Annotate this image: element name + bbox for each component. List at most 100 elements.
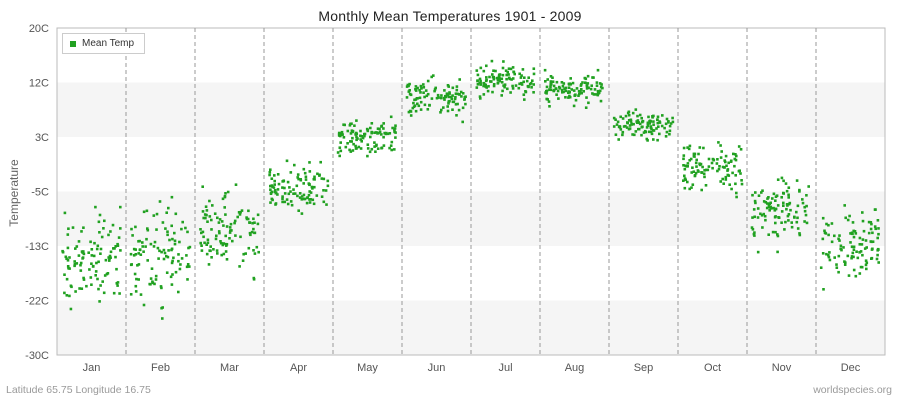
data-point (134, 248, 137, 251)
data-point (497, 75, 501, 78)
data-point (656, 115, 660, 119)
data-point (185, 254, 188, 257)
data-point (591, 76, 594, 79)
data-point (338, 154, 341, 158)
data-point (248, 221, 251, 224)
data-point (442, 96, 446, 100)
data-point (563, 87, 566, 90)
data-point (479, 66, 483, 70)
data-point (132, 254, 136, 257)
data-point (560, 88, 564, 92)
data-point (628, 127, 632, 130)
data-point (206, 241, 210, 245)
data-point (221, 243, 225, 247)
data-point (683, 174, 686, 178)
data-point (498, 79, 502, 83)
data-point (821, 237, 825, 241)
data-point (837, 254, 841, 258)
data-point (106, 272, 110, 275)
data-point (496, 78, 500, 82)
data-point (272, 186, 276, 189)
data-point (632, 122, 635, 126)
data-point (702, 146, 705, 150)
data-point (598, 82, 602, 85)
data-point (798, 232, 801, 235)
data-point (173, 231, 176, 235)
data-point (597, 91, 600, 95)
data-point (625, 126, 629, 129)
data-point (717, 167, 721, 171)
data-point (268, 171, 272, 174)
data-point (839, 247, 842, 251)
data-point (408, 82, 411, 86)
data-point (827, 255, 831, 259)
data-point (506, 70, 509, 74)
data-point (526, 85, 530, 88)
data-point (97, 220, 101, 224)
data-point (252, 278, 256, 281)
data-point (100, 235, 104, 239)
data-point (82, 226, 85, 229)
data-point (173, 239, 177, 243)
data-point (304, 175, 308, 179)
data-point (134, 290, 138, 293)
data-point (236, 215, 239, 219)
data-point (269, 201, 272, 204)
data-point (664, 135, 668, 138)
data-point (112, 291, 116, 295)
data-point (787, 213, 791, 216)
data-point (285, 198, 289, 201)
data-point (177, 290, 180, 294)
data-point (170, 224, 173, 228)
data-point (573, 94, 576, 97)
data-point (292, 188, 295, 191)
data-point (116, 281, 120, 284)
data-point (599, 99, 603, 103)
data-point (114, 255, 117, 259)
data-point (790, 221, 793, 224)
data-point (269, 191, 273, 195)
data-point (82, 276, 85, 280)
data-point (111, 223, 115, 227)
data-point (187, 246, 190, 250)
data-point (326, 179, 330, 183)
data-point (615, 123, 619, 126)
data-point (774, 215, 777, 218)
data-point (186, 230, 189, 234)
data-point (839, 244, 843, 248)
data-point (494, 69, 497, 73)
data-point (598, 89, 602, 93)
data-point (763, 214, 767, 218)
data-point (355, 138, 358, 142)
data-point (692, 152, 696, 156)
data-point (361, 136, 365, 140)
data-point (238, 213, 242, 216)
data-point (843, 260, 846, 263)
data-point (522, 80, 525, 84)
data-point (422, 91, 425, 94)
data-point (342, 123, 345, 126)
data-point (667, 120, 670, 123)
data-point (223, 194, 227, 198)
coordinates-label: Latitude 65.75 Longitude 16.75 (6, 384, 151, 396)
data-point (567, 90, 570, 93)
data-point (215, 249, 219, 252)
data-point (382, 144, 386, 147)
data-point (312, 177, 316, 181)
data-point (374, 150, 377, 153)
data-point (348, 124, 352, 127)
data-point (318, 174, 321, 177)
x-tick-label: Apr (290, 362, 307, 374)
data-point (202, 235, 205, 239)
data-point (863, 247, 867, 250)
data-point (621, 117, 625, 120)
data-point (116, 242, 119, 246)
data-point (500, 94, 503, 97)
data-point (478, 95, 482, 98)
data-point (249, 233, 252, 237)
data-point (756, 207, 760, 210)
data-point (621, 130, 625, 134)
data-point (869, 227, 873, 231)
data-point (717, 141, 720, 144)
data-point (870, 248, 874, 251)
